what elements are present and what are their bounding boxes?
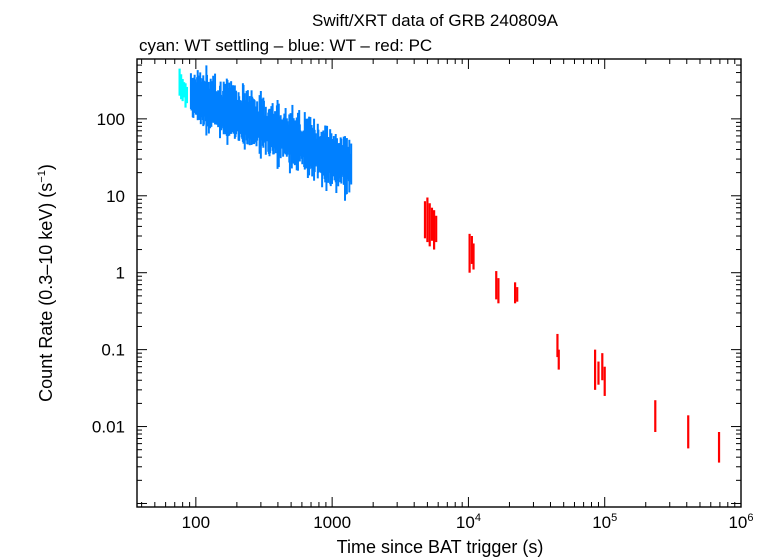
y-tick-label: 0.01 — [92, 418, 125, 437]
chart-subtitle: cyan: WT settling – blue: WT – red: PC — [139, 36, 432, 55]
y-axis-label-sup: −1 — [36, 170, 48, 183]
plot-area — [178, 65, 721, 463]
chart-title: Swift/XRT data of GRB 240809A — [312, 11, 559, 30]
series-wt — [189, 65, 353, 201]
x-tick-label-base: 10 — [456, 513, 475, 532]
y-tick-label: 100 — [97, 110, 125, 129]
x-axis-label: Time since BAT trigger (s) — [337, 537, 544, 557]
x-tick-label-base: 10 — [728, 513, 747, 532]
x-tick-label: 105 — [592, 512, 617, 532]
series-wt-settling — [178, 68, 189, 108]
series-pc — [423, 197, 721, 463]
x-tick-label: 100 — [182, 513, 210, 532]
y-axis-ticks — [137, 58, 741, 508]
y-axis-label: Count Rate (0.3–10 keV) (s−1) — [36, 164, 56, 402]
x-tick-label-base: 1000 — [313, 513, 351, 532]
x-axis-ticks — [141, 59, 742, 507]
y-tick-label: 10 — [106, 187, 125, 206]
x-tick-label-base: 10 — [592, 513, 611, 532]
x-tick-label: 1000 — [313, 513, 351, 532]
x-tick-label-sup: 6 — [747, 512, 753, 524]
x-tick-label-sup: 5 — [611, 512, 617, 524]
x-tick-label-base: 100 — [182, 513, 210, 532]
y-axis-label-main: Count Rate (0.3–10 keV) (s — [36, 183, 56, 402]
y-tick-label: 1 — [116, 264, 125, 283]
y-tick-label: 0.1 — [101, 341, 125, 360]
x-tick-label-sup: 4 — [475, 512, 481, 524]
plot-frame — [136, 58, 742, 508]
x-tick-label: 106 — [728, 512, 753, 532]
y-axis-label-end: ) — [36, 164, 56, 170]
x-tick-label: 104 — [456, 512, 481, 532]
